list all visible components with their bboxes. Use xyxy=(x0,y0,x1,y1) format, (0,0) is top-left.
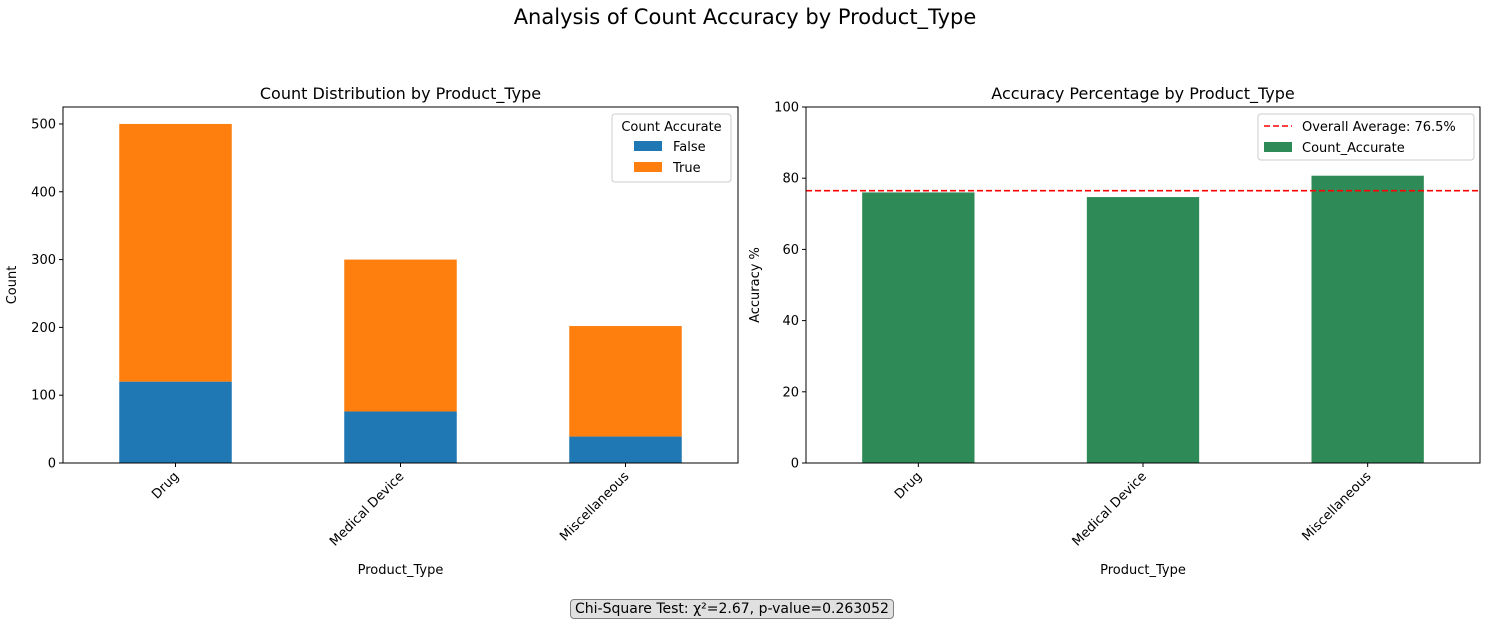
chart2-ytick-label: 0 xyxy=(791,457,799,472)
chart1-legend-label-false: False xyxy=(673,140,706,155)
chart1-xlabel: Product_Type xyxy=(358,563,444,578)
chart1-ytick-label: 300 xyxy=(31,253,56,268)
chart1-bar-medical-device-false xyxy=(344,411,457,463)
chart1-bar-miscellaneous-false xyxy=(569,436,682,463)
chart2-title: Accuracy Percentage by Product_Type xyxy=(991,84,1294,104)
chart1-legend-label-true: True xyxy=(672,161,701,176)
chart1-ytick-label: 400 xyxy=(31,185,56,200)
chi-square-annotation: Chi-Square Test: χ²=2.67, p-value=0.2630… xyxy=(570,599,894,619)
chart2-legend-box xyxy=(1257,113,1475,161)
chart2-ytick-label: 60 xyxy=(782,243,799,258)
chart1-ytick-label: 100 xyxy=(31,389,56,404)
chart2-ylabel: Accuracy % xyxy=(748,247,763,323)
chart2-xtick-label-drug: Drug xyxy=(892,469,925,502)
chart1-bar-drug-true xyxy=(119,123,232,382)
chart1-ytick-label: 500 xyxy=(31,117,56,132)
chart1-title: Count Distribution by Product_Type xyxy=(260,84,541,104)
chart1-ytick-label: 200 xyxy=(31,321,56,336)
chart1-bar-miscellaneous-true xyxy=(569,326,682,437)
chart2-xlabel: Product_Type xyxy=(1100,563,1186,578)
chart2-xtick-label-medical-device: Medical Device xyxy=(1070,469,1150,549)
chart2-ytick-label: 40 xyxy=(782,314,799,329)
chart2-legend-label-count-accurate: Count_Accurate xyxy=(1302,141,1405,156)
chart2-bar-drug-count-accurate xyxy=(862,192,975,463)
chart1-bar-medical-device-true xyxy=(344,259,457,412)
chart1-bar-drug-false xyxy=(119,381,232,463)
chart1-legend-title: Count Accurate xyxy=(621,120,721,135)
chart2-bar-miscellaneous-count-accurate xyxy=(1311,175,1424,463)
chart1-ylabel: Count xyxy=(5,266,20,305)
chart1-legend-swatch-false xyxy=(634,141,662,151)
chart1-legend-swatch-true xyxy=(634,162,662,172)
chart2-bar-medical-device-count-accurate xyxy=(1086,197,1200,463)
chart2-ytick-label: 80 xyxy=(782,172,799,187)
chart2-xtick-label-miscellaneous: Miscellaneous xyxy=(1299,469,1374,544)
chart2-legend-label-average: Overall Average: 76.5% xyxy=(1302,120,1456,135)
chart1-ytick-label: 0 xyxy=(48,457,56,472)
figure-title: Analysis of Count Accuracy by Product_Ty… xyxy=(513,5,977,29)
chart2-ytick-label: 100 xyxy=(774,101,799,116)
chart2-legend-swatch-count-accurate xyxy=(1264,142,1292,152)
chart1-xtick-label-medical-device: Medical Device xyxy=(327,469,407,549)
chart1-xtick-label-miscellaneous: Miscellaneous xyxy=(557,469,632,544)
chart2-ytick-label: 20 xyxy=(782,385,799,400)
chart1-xtick-label-drug: Drug xyxy=(149,469,182,502)
